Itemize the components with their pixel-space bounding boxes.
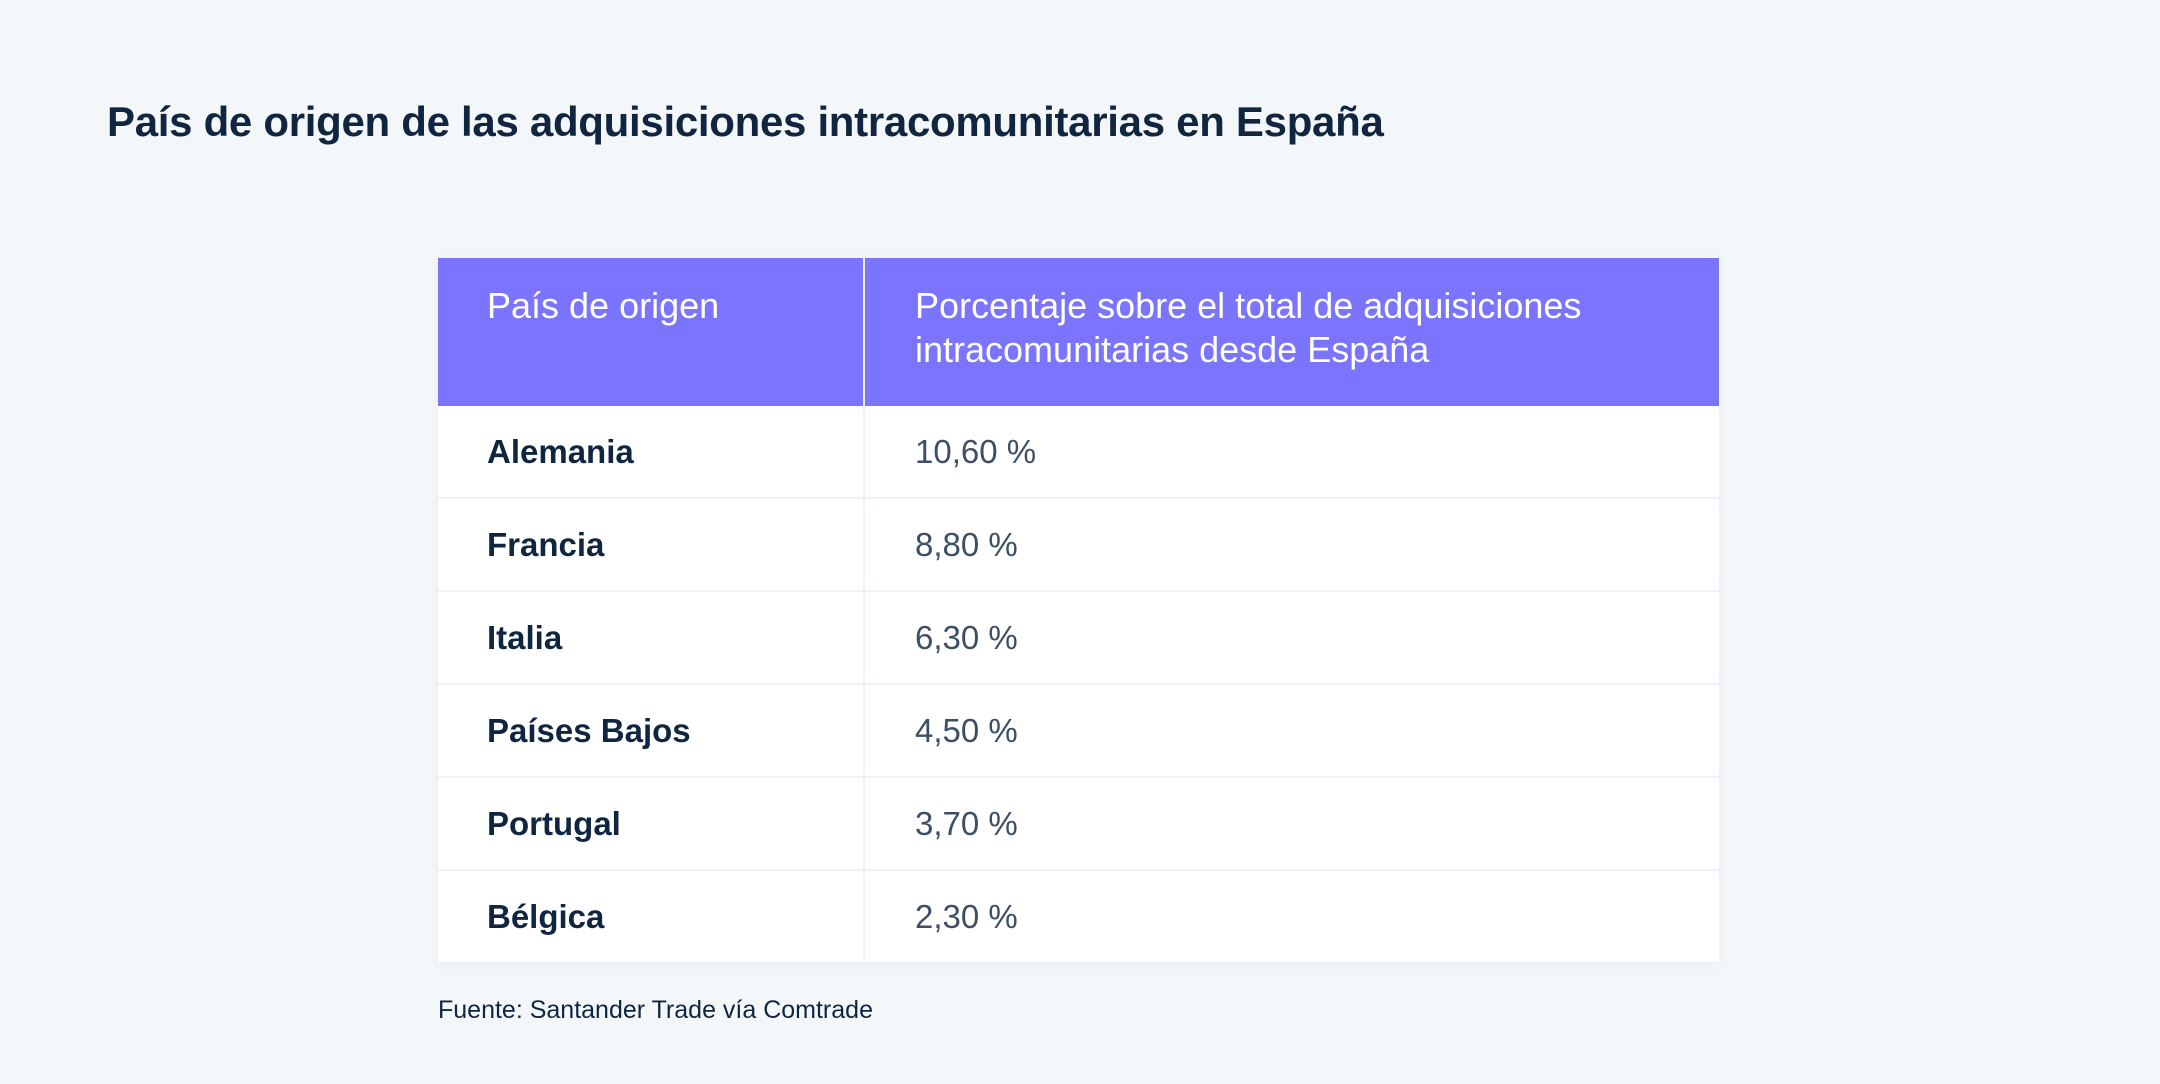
percent-cell: 8,80 % [864,497,1719,591]
table-row: Francia 8,80 % [438,497,1719,591]
column-header-country: País de origen [438,258,865,406]
table-row: Italia 6,30 % [438,590,1719,684]
country-cell: Italia [438,590,865,684]
country-cell: Portugal [438,776,865,870]
table-row: Alemania 10,60 % [438,406,1719,498]
percent-cell: 10,60 % [915,432,1037,470]
data-table: País de origen Porcentaje sobre el total… [438,258,1719,962]
table-row: Portugal 3,70 % [438,776,1719,870]
percent-cell: 3,70 % [864,776,1719,870]
country-cell: Países Bajos [438,683,865,777]
percent-cell: 6,30 % [864,590,1719,684]
country-cell: Francia [438,497,865,591]
percent-cell: 2,30 % [864,869,1719,962]
table-row: Bélgica 2,30 % [438,869,1719,962]
table-header-row: País de origen Porcentaje sobre el total… [438,258,1719,406]
percent-cell: 4,50 % [864,683,1719,777]
country-cell: Bélgica [438,869,865,962]
page-title: País de origen de las adquisiciones intr… [107,98,1384,145]
country-cell: Alemania [438,406,865,498]
column-header-percent: Porcentaje sobre el total de adquisicion… [864,258,1719,406]
table-row: Países Bajos 4,50 % [438,683,1719,777]
source-note: Fuente: Santander Trade vía Comtrade [438,996,873,1024]
